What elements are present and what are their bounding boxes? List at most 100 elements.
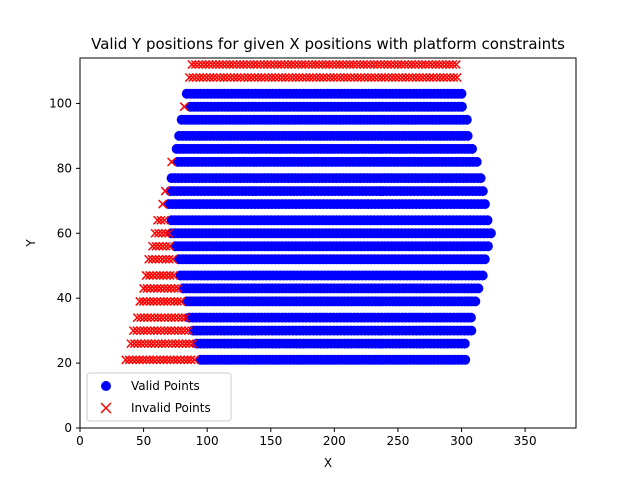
invalid-point: [145, 296, 155, 306]
invalid-point: [141, 270, 151, 280]
invalid-point: [131, 355, 141, 365]
invalid-point: [149, 313, 159, 323]
invalid-point: [158, 270, 168, 280]
invalid-point: [298, 72, 308, 83]
invalid-point: [138, 296, 148, 306]
invalid-point: [173, 326, 183, 336]
valid-point: [471, 156, 482, 167]
valid-point: [467, 143, 477, 154]
invalid-point: [387, 72, 397, 83]
invalid-point: [152, 326, 162, 336]
invalid-point: [438, 59, 448, 70]
invalid-point: [132, 313, 142, 323]
invalid-point: [173, 296, 183, 306]
valid-point: [479, 199, 490, 210]
legend-valid-marker: [101, 381, 111, 391]
invalid-point: [356, 72, 366, 83]
invalid-point: [214, 59, 224, 70]
invalid-point: [160, 228, 170, 238]
y-tick-label: 0: [64, 421, 72, 435]
invalid-point: [232, 59, 242, 70]
invalid-point: [148, 296, 159, 306]
invalid-point: [163, 326, 173, 336]
invalid-point: [166, 296, 176, 306]
invalid-point: [198, 72, 208, 83]
invalid-point: [162, 270, 172, 280]
invalid-point: [369, 59, 379, 70]
invalid-point: [221, 59, 231, 70]
legend: Valid Points Invalid Points: [86, 372, 232, 422]
invalid-point: [169, 283, 180, 293]
valid-point: [460, 354, 471, 365]
invalid-point: [335, 59, 345, 70]
invalid-point: [438, 72, 449, 83]
invalid-point: [141, 355, 151, 365]
invalid-point: [287, 72, 297, 83]
invalid-point: [317, 59, 327, 70]
invalid-point: [139, 313, 149, 323]
invalid-point: [267, 72, 277, 83]
invalid-point: [335, 72, 345, 83]
invalid-point: [424, 59, 434, 70]
invalid-point: [184, 339, 194, 349]
invalid-point: [143, 339, 153, 349]
invalid-point: [228, 59, 238, 70]
invalid-point: [166, 326, 176, 336]
y-tick-label: 40: [57, 291, 72, 305]
invalid-point: [308, 72, 318, 83]
invalid-point: [263, 72, 273, 83]
invalid-point: [410, 59, 420, 70]
invalid-point: [191, 72, 201, 83]
invalid-point: [159, 283, 169, 293]
invalid-point: [250, 72, 260, 83]
invalid-point: [432, 72, 442, 83]
invalid-point: [176, 355, 186, 365]
invalid-point: [165, 270, 175, 280]
invalid-point: [362, 59, 372, 70]
invalid-point: [235, 59, 245, 70]
invalid-point: [339, 72, 349, 83]
invalid-point: [162, 355, 172, 365]
invalid-point: [253, 72, 263, 83]
invalid-point: [243, 72, 253, 83]
invalid-point: [133, 339, 143, 349]
invalid-point: [329, 72, 339, 83]
invalid-point: [166, 283, 176, 293]
invalid-point: [400, 59, 410, 70]
invalid-point: [169, 296, 179, 306]
invalid-point: [359, 59, 369, 70]
valid-point: [470, 296, 481, 307]
invalid-point: [431, 59, 441, 70]
invalid-point: [451, 59, 461, 70]
invalid-point: [229, 72, 239, 83]
invalid-point: [245, 59, 255, 70]
invalid-point: [236, 72, 246, 83]
invalid-point: [187, 59, 197, 70]
y-tick-label: 80: [57, 161, 72, 175]
invalid-point: [283, 59, 293, 70]
invalid-point: [425, 72, 435, 83]
invalid-point: [345, 59, 355, 70]
invalid-point: [427, 59, 437, 70]
invalid-point: [325, 72, 335, 83]
invalid-point: [238, 59, 248, 70]
x-tick-label: 350: [514, 434, 537, 448]
x-tick-label: 50: [136, 434, 151, 448]
valid-point: [473, 283, 484, 294]
invalid-point: [129, 339, 139, 349]
invalid-point: [260, 72, 270, 83]
invalid-point: [177, 313, 187, 323]
invalid-point: [414, 72, 424, 83]
invalid-point: [373, 72, 383, 83]
invalid-point: [144, 254, 154, 264]
invalid-point: [147, 241, 158, 251]
invalid-point: [428, 72, 438, 83]
valid-point: [477, 270, 488, 281]
invalid-point: [145, 283, 155, 293]
invalid-point: [417, 59, 427, 70]
invalid-point: [352, 59, 362, 70]
invalid-point: [232, 72, 242, 83]
x-axis: 0 50 100 150 200 250 300 350: [76, 428, 537, 448]
invalid-point: [184, 72, 194, 83]
